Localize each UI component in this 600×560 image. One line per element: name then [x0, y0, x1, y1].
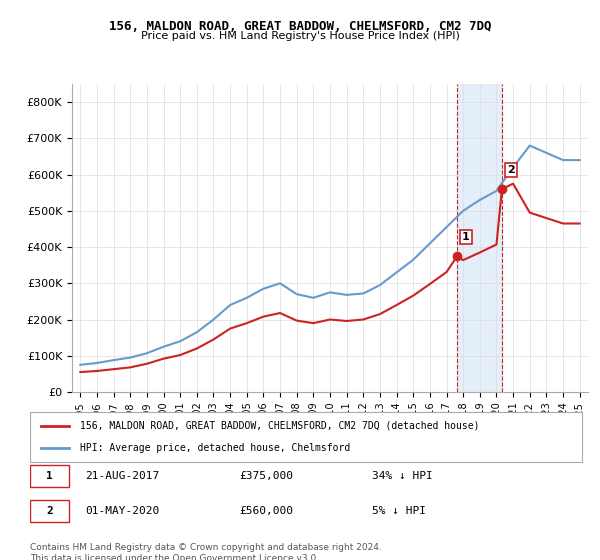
Text: 1: 1 — [462, 232, 470, 242]
Text: Contains HM Land Registry data © Crown copyright and database right 2024.
This d: Contains HM Land Registry data © Crown c… — [30, 543, 382, 560]
Text: 1: 1 — [46, 471, 53, 481]
Text: 21-AUG-2017: 21-AUG-2017 — [85, 471, 160, 481]
Text: 156, MALDON ROAD, GREAT BADDOW, CHELMSFORD, CM2 7DQ: 156, MALDON ROAD, GREAT BADDOW, CHELMSFO… — [109, 20, 491, 32]
Text: 5% ↓ HPI: 5% ↓ HPI — [372, 506, 426, 516]
FancyBboxPatch shape — [30, 500, 68, 522]
Text: £375,000: £375,000 — [240, 471, 294, 481]
Text: 01-MAY-2020: 01-MAY-2020 — [85, 506, 160, 516]
Text: 34% ↓ HPI: 34% ↓ HPI — [372, 471, 433, 481]
FancyBboxPatch shape — [30, 412, 582, 462]
Text: Price paid vs. HM Land Registry's House Price Index (HPI): Price paid vs. HM Land Registry's House … — [140, 31, 460, 41]
Text: HPI: Average price, detached house, Chelmsford: HPI: Average price, detached house, Chel… — [80, 443, 350, 453]
Text: 2: 2 — [507, 165, 515, 175]
Bar — [457, 84, 502, 392]
Text: £560,000: £560,000 — [240, 506, 294, 516]
Text: 2: 2 — [46, 506, 53, 516]
Text: 156, MALDON ROAD, GREAT BADDOW, CHELMSFORD, CM2 7DQ (detached house): 156, MALDON ROAD, GREAT BADDOW, CHELMSFO… — [80, 421, 479, 431]
FancyBboxPatch shape — [30, 465, 68, 487]
